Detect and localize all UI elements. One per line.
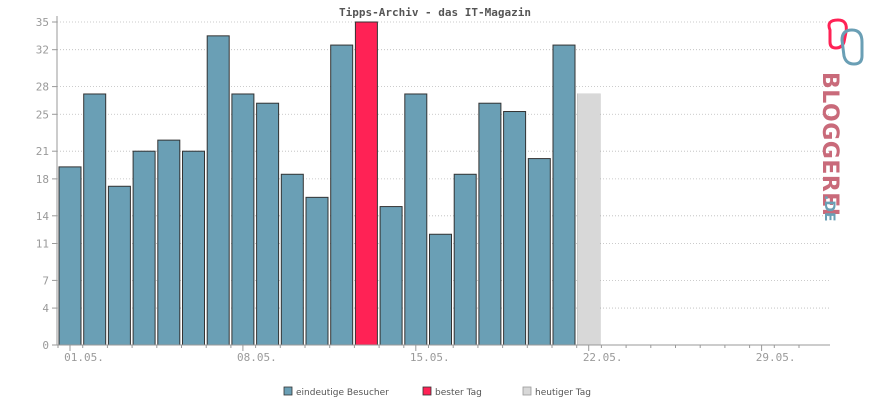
bar-visitors xyxy=(280,173,304,346)
y-tick-label: 32 xyxy=(36,44,49,57)
bar-visitors xyxy=(429,233,452,346)
legend-swatch-today xyxy=(522,386,532,396)
bar-visitors xyxy=(157,139,181,346)
bars xyxy=(58,21,601,346)
y-tick-label: 18 xyxy=(36,173,49,186)
bar-today xyxy=(577,93,601,346)
y-tick-label: 4 xyxy=(42,302,49,315)
legend-swatch-best xyxy=(422,386,432,396)
y-tick-label: 35 xyxy=(36,16,49,29)
bar-visitors xyxy=(182,150,205,346)
x-tick-label: 22.05. xyxy=(583,351,623,364)
bar-visitors xyxy=(256,102,280,346)
legend: eindeutige Besucher bester Tag heutiger … xyxy=(283,386,591,398)
legend-label-today: heutiger Tag xyxy=(535,388,591,398)
bar-visitors xyxy=(58,166,82,346)
bloggerei-logo: BLOGGEREI .DE xyxy=(817,18,864,222)
y-tick-label: 28 xyxy=(36,81,49,94)
y-tick-label: 11 xyxy=(36,237,49,250)
bar-best-day xyxy=(354,21,378,346)
bar-visitors xyxy=(478,102,502,346)
bar-visitors xyxy=(379,206,403,346)
bar-visitors xyxy=(231,93,255,346)
y-tick-label: 21 xyxy=(36,145,49,158)
logo-wordmark: BLOGGEREI xyxy=(817,72,842,217)
legend-label-visitors: eindeutige Besucher xyxy=(296,388,389,398)
y-tick-label: 14 xyxy=(36,210,50,223)
x-tick-label: 01.05. xyxy=(64,351,104,364)
bar-visitors xyxy=(132,150,156,346)
bar-visitors xyxy=(83,93,107,346)
bar-visitors xyxy=(107,185,131,346)
x-tick-label: 08.05. xyxy=(237,351,277,364)
bar-visitors xyxy=(305,196,329,346)
legend-swatch-visitors xyxy=(283,386,293,396)
bar-visitors xyxy=(503,111,527,346)
bar-visitors xyxy=(527,158,551,346)
legend-label-best: bester Tag xyxy=(435,388,482,398)
logo-figure-icon xyxy=(827,18,864,66)
chart-title: Tipps-Archiv - das IT-Magazin xyxy=(339,6,531,19)
y-tick-label: 7 xyxy=(42,274,49,287)
y-tick-label: 0 xyxy=(42,339,49,352)
x-tick-label: 15.05. xyxy=(410,351,450,364)
axes: 0 4 7 11 14 18 21 25 28 32 35 01.05. 08.05. 15.05. 22.… xyxy=(36,16,830,364)
bar-visitors xyxy=(206,35,230,346)
logo-suffix: .DE xyxy=(821,195,837,222)
bar-visitors xyxy=(453,173,477,346)
bar-visitors xyxy=(404,93,428,346)
y-tick-label: 25 xyxy=(36,108,49,121)
x-tick-label: 29.05. xyxy=(756,351,796,364)
bar-visitors xyxy=(330,44,354,346)
bar-visitors xyxy=(552,44,576,346)
